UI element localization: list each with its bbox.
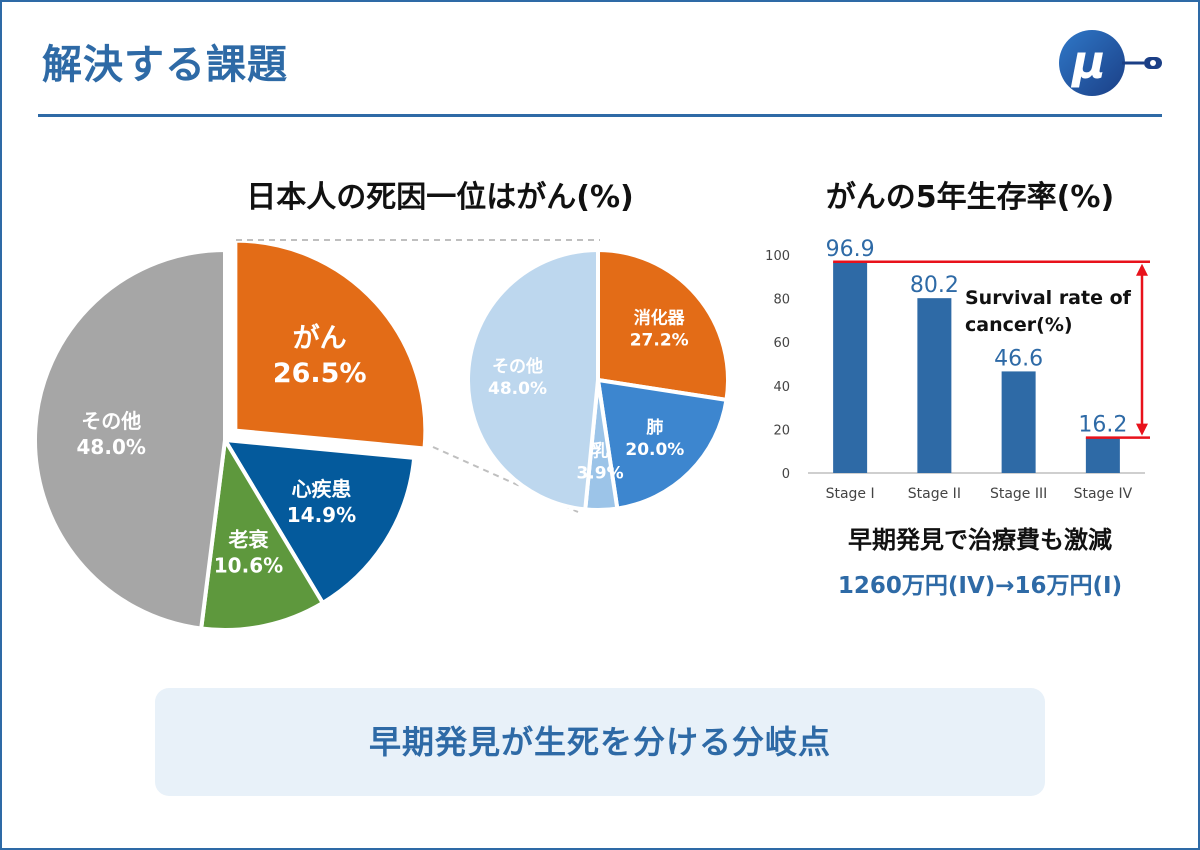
cancer-type-slice-1: [595, 377, 729, 511]
death-cause-slice-0: [233, 238, 428, 451]
title-divider: [38, 114, 1162, 117]
cancer-type-slice-value: 20.0%: [625, 440, 684, 460]
cost-reduction-note: 早期発見で治療費も激減: [848, 526, 1112, 554]
bar-value-label: 96.9: [826, 237, 875, 262]
y-tick-label: 40: [773, 380, 790, 395]
survival-bar-chart: 0 20 40 60 80 100 96.9 Stage I 80.2 Stage II 46.6…: [765, 237, 1150, 502]
cancer-type-slice-label: その他: [492, 356, 543, 377]
survival-annotation: cancer(%): [965, 314, 1073, 336]
x-category-label: Stage III: [990, 486, 1047, 502]
survival-bar: [833, 261, 868, 473]
y-tick-label: 0: [782, 467, 790, 482]
x-category-label: Stage I: [826, 486, 875, 502]
death-cause-slice-value: 14.9%: [287, 503, 356, 527]
x-category-label: Stage IV: [1074, 486, 1133, 502]
cancer-type-slice-value: 48.0%: [488, 379, 547, 399]
cancer-type-slice-3: [466, 247, 600, 512]
death-cause-slice-1: [221, 437, 417, 606]
logo-text: μ: [1070, 35, 1106, 89]
mu-logo-icon: μ: [1059, 30, 1162, 96]
y-tick-label: 20: [773, 423, 790, 438]
y-tick-label: 80: [773, 293, 790, 308]
death-cause-slice-label: 老衰: [228, 528, 269, 552]
death-cause-slice-value: 48.0%: [77, 435, 146, 459]
cancer-type-slice-value: 3.9%: [576, 463, 623, 483]
cancer-type-slice-label: 乳: [592, 440, 609, 461]
survival-bar: [1085, 437, 1120, 473]
survival-bar: [917, 298, 952, 473]
death-cause-slice-value: 26.5%: [273, 358, 367, 389]
page-title: 解決する課題: [42, 42, 288, 88]
death-cause-slice-value: 10.6%: [214, 554, 283, 578]
cancer-type-slice-value: 27.2%: [630, 330, 689, 350]
death-cause-slice-label: 心疾患: [291, 477, 351, 501]
arrow-head-up: [1136, 263, 1148, 276]
y-tick-label: 100: [765, 249, 790, 264]
bar-value-label: 80.2: [910, 273, 959, 298]
x-category-label: Stage II: [908, 486, 961, 502]
death-cause-slice-label: その他: [81, 409, 141, 433]
y-tick-label: 60: [773, 336, 790, 351]
survival-rate-title: がんの5年生存率(%): [825, 180, 1115, 215]
cost-reduction-value: 1260万円(IV)→16万円(I): [837, 573, 1123, 599]
conclusion-text: 早期発見が生死を分ける分岐点: [368, 723, 831, 761]
cancer-type-slice-label: 肺: [646, 418, 663, 438]
death-cause-slice-label: がん: [293, 322, 347, 354]
bar-value-label: 46.6: [994, 346, 1043, 371]
conclusion-banner: 早期発見が生死を分ける分岐点: [155, 688, 1045, 796]
cause-of-death-title: 日本人の死因一位はがん(%): [246, 180, 634, 215]
cancer-type-slice-label: 消化器: [634, 307, 686, 328]
survival-annotation: Survival rate of: [965, 287, 1132, 309]
cancer-type-slice-0: [596, 247, 730, 403]
survival-bar: [1001, 371, 1036, 473]
arrow-head-down: [1136, 423, 1148, 436]
bar-value-label: 16.2: [1078, 413, 1127, 438]
death-cause-slice-2: [198, 434, 326, 632]
death-cause-slice-3: [33, 247, 227, 631]
